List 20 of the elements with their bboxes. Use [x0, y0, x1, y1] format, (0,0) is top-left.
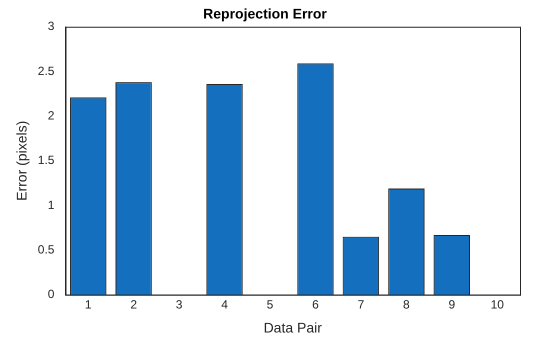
x-tick-label: 8: [403, 297, 410, 312]
x-tick-label: 1: [84, 297, 92, 312]
x-tick-label: 4: [221, 297, 228, 312]
x-tick-label: 3: [176, 297, 183, 312]
y-tick-label: 1: [48, 198, 55, 212]
y-tick-label: 3: [48, 19, 55, 34]
y-tick-label: 2: [48, 108, 55, 122]
x-tick-label: 5: [266, 297, 274, 312]
x-tick-label: 7: [358, 297, 365, 312]
y-tick-label: 1.5: [38, 153, 55, 168]
y-tick-label: 2.5: [38, 64, 55, 78]
y-tick-label: 0.5: [38, 242, 55, 256]
y-tick-label: 0: [48, 287, 55, 302]
y-axis-title: Error (pixels): [13, 120, 30, 201]
x-tick-label: 6: [312, 297, 320, 312]
x-tick-label: 10: [490, 297, 504, 312]
x-tick-label: 9: [448, 297, 456, 312]
x-tick-label: 2: [130, 297, 138, 312]
x-axis-title: Data Pair: [264, 319, 322, 336]
chart-title: Reprojection Error: [203, 5, 328, 22]
